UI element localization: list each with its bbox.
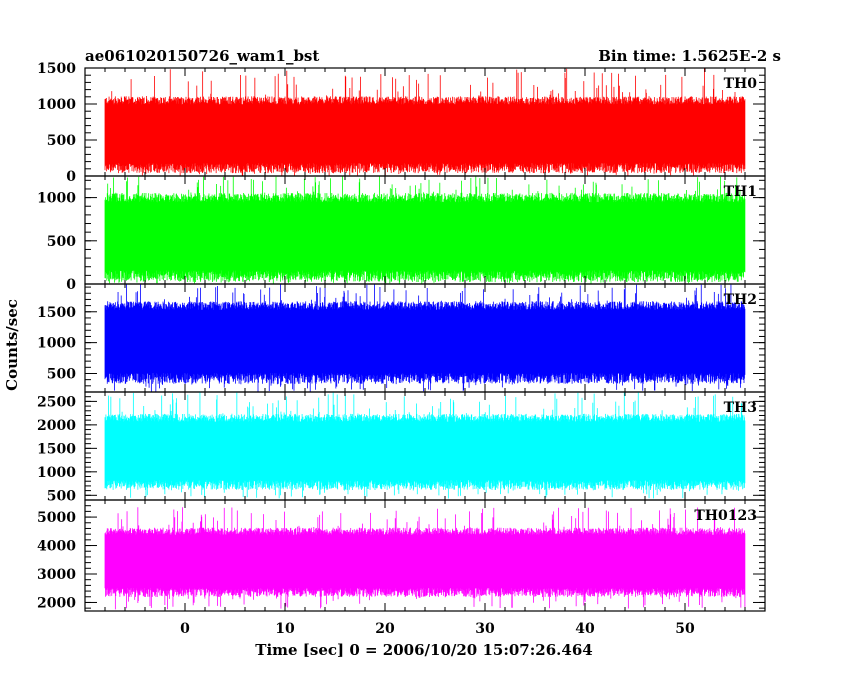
x-tick-label: 30 <box>475 621 495 637</box>
y-tick-label: 0 <box>66 277 76 293</box>
series-line-th0 <box>104 68 746 176</box>
y-tick-label: 1500 <box>37 441 76 457</box>
x-axis-label: Time [sec] 0 = 2006/10/20 15:07:26.464 <box>255 641 592 659</box>
y-tick-label: 1500 <box>37 305 76 321</box>
y-tick-label: 0 <box>66 169 76 185</box>
y-tick-label: 500 <box>47 366 76 382</box>
y-tick-label: 2000 <box>37 595 76 611</box>
y-tick-label: 1000 <box>37 191 76 207</box>
y-tick-label: 1500 <box>37 61 76 77</box>
y-tick-label: 1000 <box>37 465 76 481</box>
y-tick-label: 500 <box>47 234 76 250</box>
x-tick-label: 50 <box>675 621 695 637</box>
panel-th2: 500 1000 1500 TH2 <box>37 283 766 393</box>
y-tick-label: 5000 <box>37 510 76 526</box>
y-axis-label: Counts/sec <box>3 299 21 391</box>
panel-label-th0123: TH0123 <box>694 508 757 524</box>
panel-th0123: 2000 3000 4000 5000 TH0123 <box>37 499 766 612</box>
y-tick-label: 1000 <box>37 97 76 113</box>
panel-label-th3: TH3 <box>724 400 757 416</box>
y-tick-label: 4000 <box>37 539 76 555</box>
series-line-th3 <box>104 392 746 499</box>
x-tick-label: 10 <box>275 621 295 637</box>
panel-label-th1: TH1 <box>724 184 757 200</box>
panel-th0: 0 500 1000 1500 TH0 <box>37 61 766 185</box>
x-tick-label: 20 <box>375 621 395 637</box>
y-tick-label: 2000 <box>37 418 76 434</box>
series-line-th0123 <box>104 507 746 610</box>
y-tick-label: 500 <box>47 133 76 149</box>
x-tick-label: 0 <box>180 621 190 637</box>
panel-label-th0: TH0 <box>724 76 758 92</box>
panel-label-th2: TH2 <box>724 292 757 308</box>
panel-th1: 0 500 1000 TH1 <box>37 175 766 293</box>
panel-th3: 500 1000 1500 2000 2500 TH3 <box>37 391 766 504</box>
y-tick-label: 2500 <box>37 394 76 410</box>
y-tick-label: 1000 <box>37 336 76 352</box>
series-line-th2 <box>104 284 746 392</box>
y-tick-label: 3000 <box>37 567 76 583</box>
y-tick-label: 500 <box>47 488 76 504</box>
bin-time-label: Bin time: 1.5625E-2 s <box>598 47 781 65</box>
series-line-th1 <box>104 176 746 284</box>
chart-title: ae061020150726_wam1_bst <box>85 47 319 65</box>
x-tick-label: 40 <box>575 621 595 637</box>
